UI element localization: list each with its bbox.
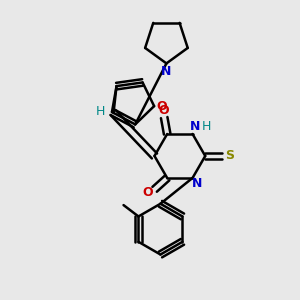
Text: H: H: [95, 105, 105, 118]
Text: N: N: [190, 120, 201, 133]
Text: S: S: [225, 149, 234, 163]
Text: H: H: [201, 120, 211, 133]
Text: N: N: [192, 177, 202, 190]
Text: O: O: [159, 103, 169, 117]
Text: O: O: [156, 100, 167, 112]
Text: N: N: [161, 65, 172, 78]
Text: O: O: [143, 186, 153, 200]
